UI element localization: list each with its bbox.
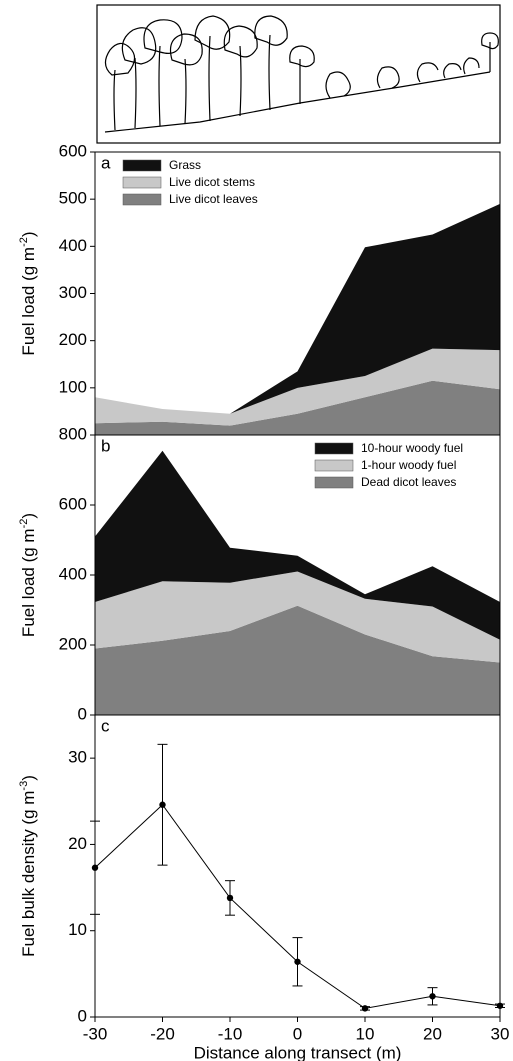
panel-label: a xyxy=(101,153,111,172)
y-tick-label: 400 xyxy=(59,236,87,255)
legend-label: Grass xyxy=(169,158,201,172)
y-axis-label-part: Fuel bulk density (g m xyxy=(19,791,38,957)
area xyxy=(95,348,500,426)
area xyxy=(95,450,500,640)
y-axis-label-part: -2 xyxy=(18,519,30,529)
y-tick-label: 200 xyxy=(59,330,87,349)
point xyxy=(361,1005,369,1012)
legend-label: 1-hour woody fuel xyxy=(361,458,456,472)
legend-label: Dead dicot leaves xyxy=(361,475,456,489)
y-tick-label: 10 xyxy=(68,920,87,939)
y-tick-label: 20 xyxy=(68,834,87,853)
y-tick-label: 500 xyxy=(59,189,87,208)
y-axis-label-part: ) xyxy=(19,231,38,237)
y-axis-label-part: -3 xyxy=(18,781,30,791)
panel-label: c xyxy=(101,716,110,735)
illustration xyxy=(96,4,501,144)
legend-swatch xyxy=(122,193,162,206)
legend-swatch xyxy=(122,176,162,189)
legend-label: Live dicot leaves xyxy=(169,192,258,206)
point xyxy=(226,894,234,902)
x-tick-label: 0 xyxy=(293,1024,302,1043)
y-axis-label-part: Fuel load (g m xyxy=(19,528,38,637)
area xyxy=(95,571,500,663)
y-tick-label: 100 xyxy=(59,377,87,396)
y-axis-label: Fuel load (g m-2) xyxy=(18,513,39,637)
area xyxy=(95,203,500,414)
y-tick-label: 600 xyxy=(59,141,87,160)
y-axis-label-part: Fuel load (g m xyxy=(19,247,38,356)
y-axis-label: Fuel load (g m-2) xyxy=(18,231,39,355)
x-tick-label: -30 xyxy=(83,1024,108,1043)
y-tick-label: 0 xyxy=(78,1006,87,1025)
x-tick-label: 20 xyxy=(423,1024,442,1043)
y-tick-label: 400 xyxy=(59,564,87,583)
x-tick-label: 10 xyxy=(356,1024,375,1043)
y-tick-label: 800 xyxy=(59,424,87,443)
legend-swatch xyxy=(314,476,354,489)
y-tick-label: 200 xyxy=(59,634,87,653)
x-tick-label: -20 xyxy=(150,1024,175,1043)
legend-label: 10-hour woody fuel xyxy=(361,441,463,455)
y-axis-label-part: ) xyxy=(19,513,38,519)
point xyxy=(429,993,436,1000)
panel-label: b xyxy=(101,436,110,455)
x-tick-label: 30 xyxy=(491,1024,510,1043)
x-tick-label: -10 xyxy=(218,1024,243,1043)
y-axis-label-part: -2 xyxy=(18,237,30,247)
area xyxy=(95,380,500,435)
legend-swatch xyxy=(314,459,354,472)
point xyxy=(294,958,301,965)
y-tick-label: 0 xyxy=(78,704,87,723)
y-tick-label: 600 xyxy=(59,494,87,513)
point xyxy=(159,801,166,808)
plot-frame xyxy=(94,714,501,1018)
legend-label: Live dicot stems xyxy=(169,175,255,189)
area xyxy=(95,605,500,715)
y-axis-label-part: ) xyxy=(19,775,38,781)
y-axis-label: Fuel bulk density (g m-3) xyxy=(18,775,39,957)
x-axis-label: Distance along transect (m) xyxy=(194,1043,402,1061)
y-tick-label: 300 xyxy=(59,283,87,302)
y-tick-label: 30 xyxy=(68,748,87,767)
legend-swatch xyxy=(122,159,162,172)
legend-swatch xyxy=(314,442,354,455)
